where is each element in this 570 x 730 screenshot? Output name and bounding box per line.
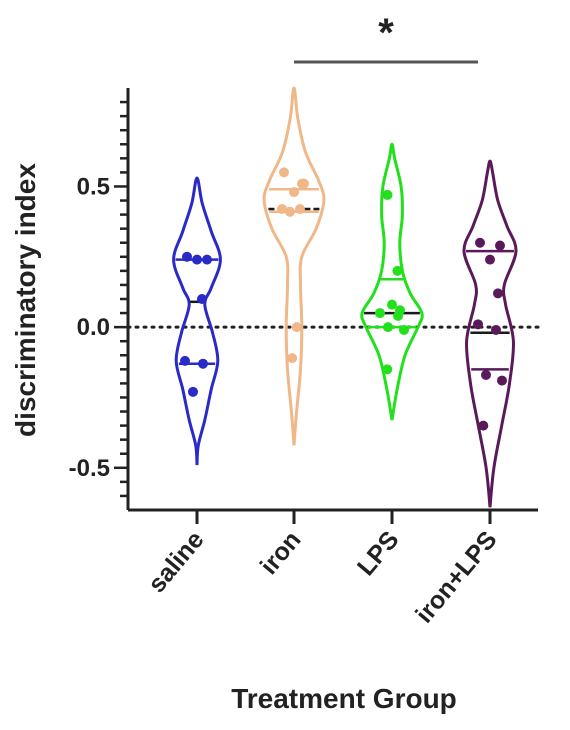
violin-outline (462, 159, 518, 508)
data-point (285, 206, 295, 217)
x-tick-label-saline: saline (143, 526, 210, 598)
x-axis-title: Treatment Group (231, 683, 457, 714)
data-point (279, 167, 289, 178)
data-point (180, 355, 190, 366)
data-point (295, 203, 305, 214)
data-point (382, 189, 393, 200)
data-point (387, 299, 397, 310)
data-point (375, 308, 385, 319)
data-point (481, 369, 491, 380)
violin-iron (262, 86, 326, 446)
data-point (475, 237, 485, 248)
data-point (495, 240, 505, 251)
y-axis-title: discriminatory index (10, 163, 41, 437)
violin-outline (262, 86, 326, 446)
x-tick-label-LPS: LPS (352, 526, 405, 581)
data-point (485, 254, 495, 265)
data-point (277, 203, 287, 214)
x-tick-label-iron+LPS: iron+LPS (410, 526, 502, 629)
violins-layer (172, 86, 518, 508)
data-point (202, 254, 212, 265)
data-point (473, 319, 483, 330)
labels-layer: 0.5 0.0 -0.5 saline iron LPS iron+LPS (69, 173, 503, 628)
y-tick-label: -0.5 (69, 455, 110, 482)
data-point (192, 254, 202, 265)
violin-outline (360, 142, 424, 421)
y-tick-label: 0.0 (77, 314, 110, 341)
data-point (493, 288, 503, 299)
y-tick-label: 0.5 (77, 173, 110, 200)
data-point (399, 324, 409, 335)
data-point (198, 358, 208, 369)
data-point (287, 353, 298, 364)
data-point (491, 324, 501, 335)
violin-saline (172, 176, 222, 466)
data-point (196, 294, 207, 304)
violin-iron+LPS (462, 159, 518, 508)
data-point (382, 364, 393, 375)
significance-star: * (378, 11, 394, 55)
data-point (497, 375, 507, 386)
data-point (478, 420, 489, 431)
data-point (182, 251, 192, 262)
violin-outline (172, 176, 222, 466)
data-point (188, 386, 198, 397)
violin-LPS (360, 142, 424, 421)
data-point (383, 322, 393, 333)
data-point (393, 310, 403, 321)
data-point (392, 265, 403, 276)
data-point (291, 322, 302, 333)
x-tick-label-iron: iron (255, 526, 307, 580)
data-point (289, 187, 299, 198)
data-point (297, 178, 307, 189)
axes-layer (114, 60, 538, 524)
